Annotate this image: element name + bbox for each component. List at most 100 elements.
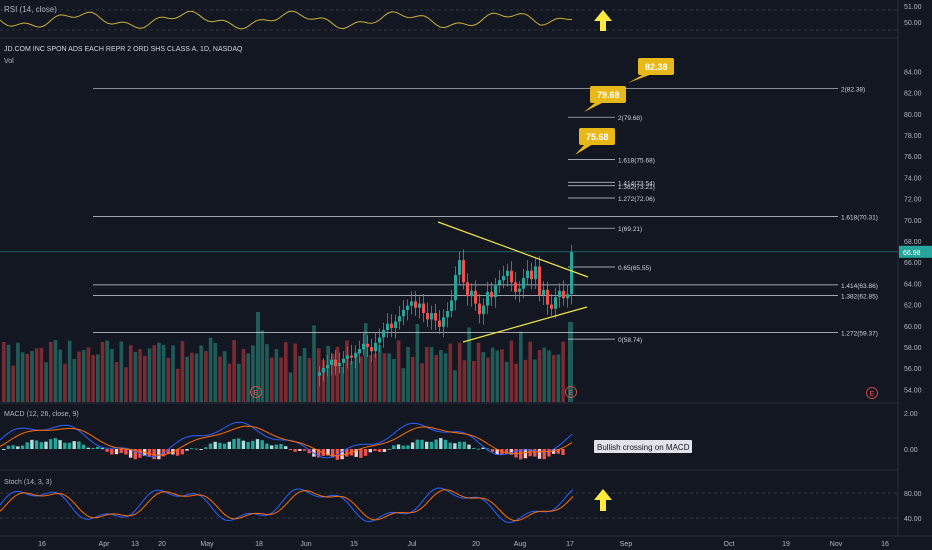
- candle-body: [366, 343, 369, 347]
- candle-body: [458, 260, 461, 275]
- volume-bar: [96, 354, 100, 402]
- volume-bar: [227, 363, 232, 402]
- time-axis-tick: Nov: [830, 541, 843, 548]
- macd-histogram-bar: [185, 449, 189, 451]
- earnings-marker[interactable]: [250, 386, 262, 398]
- volume-bar: [53, 340, 58, 402]
- price-callout: [638, 58, 674, 75]
- time-axis-tick: Sep: [620, 541, 633, 548]
- volume-bar: [30, 350, 34, 402]
- macd-histogram-bar: [415, 439, 419, 449]
- volume-bar: [119, 341, 124, 402]
- time-axis-tick: 18: [255, 541, 263, 548]
- last-price-badge: [899, 245, 932, 258]
- volume-bar: [542, 347, 547, 402]
- volume-bar: [86, 347, 91, 402]
- volume-bar: [420, 363, 424, 402]
- volume-bar: [396, 340, 401, 402]
- macd-signal-line: [0, 425, 573, 457]
- volume-bar: [453, 370, 457, 402]
- time-axis-tick: 17: [566, 541, 574, 548]
- candle-body: [358, 349, 361, 354]
- macd-histogram-bar: [67, 442, 72, 449]
- candle-body: [522, 278, 525, 289]
- macd-histogram-bar: [269, 445, 274, 449]
- macd-histogram-bar: [77, 441, 81, 449]
- macd-histogram-bar: [363, 449, 368, 456]
- chart-title: JD.COM INC SPON ADS EACH REPR 2 ORD SHS …: [4, 46, 243, 53]
- volume-bar: [222, 351, 227, 402]
- candle-body: [490, 291, 493, 298]
- macd-histogram-bar: [490, 449, 495, 452]
- volume-bar: [326, 345, 330, 402]
- fib-level-label: 1.272(72.06): [618, 196, 655, 203]
- fib-level-label: 1.272(59.37): [841, 330, 878, 337]
- macd-histogram-bar: [25, 442, 29, 449]
- volume-bar: [537, 350, 542, 402]
- volume-bar: [265, 344, 269, 402]
- volume-bar: [514, 363, 518, 402]
- volume-bar: [34, 348, 39, 402]
- macd-histogram-bar: [439, 438, 443, 449]
- macd-histogram-bar: [472, 448, 476, 450]
- volume-bar: [486, 357, 490, 402]
- candle-body: [434, 313, 437, 321]
- candle-body: [354, 353, 357, 358]
- volume-bar: [274, 349, 279, 402]
- candle-body: [570, 251, 573, 294]
- time-axis-tick: 15: [350, 541, 358, 548]
- macd-histogram-bar: [100, 448, 105, 450]
- callout-pointer: [575, 144, 593, 155]
- candle-body: [442, 317, 445, 327]
- macd-histogram-bar: [410, 442, 415, 449]
- volume-bar: [81, 350, 86, 402]
- price-axis-tick: 70.00: [904, 218, 922, 225]
- volume-bar: [410, 357, 415, 402]
- macd-histogram-bar: [222, 443, 227, 449]
- macd-histogram-bar: [509, 449, 513, 455]
- volume-bar: [429, 347, 434, 402]
- triangle-upper-line: [437, 221, 589, 278]
- candle-body: [338, 362, 341, 367]
- volume-bar: [39, 347, 44, 402]
- volume-bar: [260, 330, 265, 402]
- macd-histogram-bar: [63, 442, 67, 449]
- candle-body: [378, 337, 381, 343]
- price-callout-text: 75.68: [586, 132, 609, 142]
- candle-body: [474, 290, 477, 304]
- candle-body: [546, 289, 549, 305]
- volume-bar: [523, 359, 528, 402]
- earnings-marker[interactable]: [565, 386, 577, 398]
- rsi-line: [0, 10, 573, 30]
- macd-histogram-bar: [396, 444, 401, 449]
- volume-bar: [462, 360, 467, 402]
- candle-body: [530, 270, 533, 280]
- volume-bar: [237, 363, 241, 402]
- macd-histogram-bar: [194, 448, 199, 450]
- candle-body: [534, 266, 537, 280]
- volume-bar: [434, 354, 438, 402]
- macd-histogram-bar: [11, 445, 15, 449]
- macd-histogram-bar: [284, 446, 288, 449]
- macd-histogram-bar: [387, 448, 391, 450]
- price-axis-tick: 66.00: [904, 260, 922, 267]
- volume-bar: [382, 353, 387, 402]
- volume-bar: [251, 345, 255, 402]
- volume-bar: [302, 347, 307, 402]
- macd-histogram-bar: [528, 449, 532, 457]
- volume-bar: [241, 348, 246, 402]
- macd-histogram-bar: [551, 449, 556, 454]
- candle-body: [478, 303, 481, 315]
- volume-bar: [133, 351, 138, 402]
- price-axis-tick: 80.00: [904, 112, 922, 119]
- macd-histogram-bar: [476, 448, 481, 450]
- volume-bar: [63, 363, 67, 402]
- fib-level-label: 2(79.68): [618, 115, 642, 122]
- macd-histogram-bar: [542, 449, 546, 460]
- earnings-marker[interactable]: [866, 387, 878, 399]
- volume-bar: [349, 361, 354, 402]
- macd-histogram-bar: [298, 449, 302, 451]
- candle-body: [554, 297, 557, 309]
- macd-histogram-bar: [199, 449, 203, 450]
